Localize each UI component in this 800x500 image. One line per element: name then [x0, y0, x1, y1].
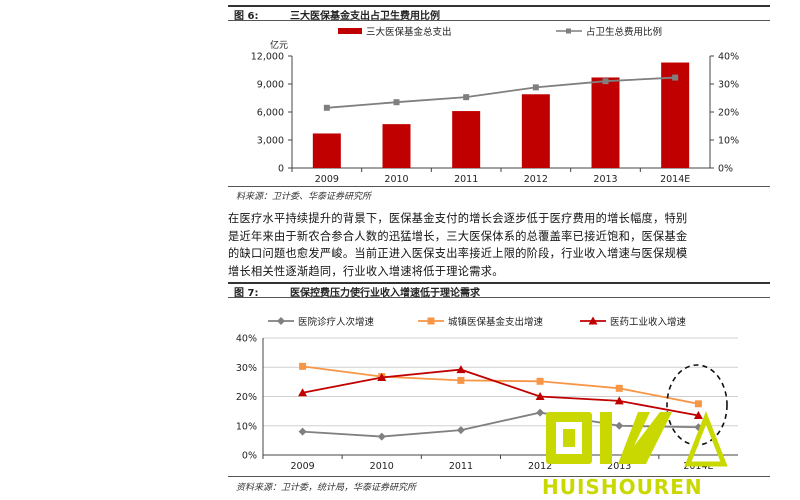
legend-bar-label: 三大医保基金总支出: [366, 26, 452, 38]
share-point: [463, 94, 470, 101]
paragraph-line: 增长相关性逐渐趋同，行业收入增速将低于理论需求。: [228, 264, 504, 278]
x-tick-label: 2010: [370, 461, 394, 472]
y-tick-label: 10%: [236, 421, 257, 432]
legend-visits-label: 医院诊疗人次增速: [298, 316, 375, 328]
figure6-title: 三大医保基金支出占卫生费用比例: [290, 11, 440, 22]
x-tick-label: 2009: [315, 174, 339, 185]
left-tick-label: 0: [278, 164, 284, 175]
figure6-bottom-rule: [228, 186, 770, 187]
x-tick-label: 2013: [593, 174, 617, 185]
revenue-point: [535, 392, 545, 400]
paragraph-line: 是近年来由于新农合参合人数的迅猛增长，三大医保体系的总覆盖率已接近饱和，医保基金: [228, 229, 688, 243]
revenue-point: [614, 396, 624, 405]
paragraph-line: 的缺口问题也愈发严峻。当前正进入医保支出率接近上限的阶段，行业收入增速与医保规模: [228, 247, 688, 260]
x-tick-label: 2014E: [660, 174, 690, 185]
visits-point: [536, 408, 545, 417]
watermark-symbol-icon: [546, 411, 728, 467]
fund-point: [299, 362, 307, 370]
x-tick-label: 2011: [449, 461, 473, 472]
legend-fund-label: 城镇医保基金支出增速: [448, 316, 544, 328]
figure7-top-rule: [228, 282, 770, 284]
visits-series-line: [302, 411, 699, 438]
fund-point: [694, 400, 702, 408]
visits-point: [298, 427, 307, 436]
revenue-point: [298, 388, 308, 397]
x-tick-label: 2012: [528, 461, 552, 472]
y-tick-label: 0%: [242, 451, 257, 462]
left-tick-label: 6,000: [257, 108, 284, 119]
fund-series-line: [302, 365, 699, 405]
share-point: [532, 84, 539, 91]
body-paragraph: 在医疗水平持续提升的背景下，医保基金支付的增长会逐步低于医疗费用的增长幅度，特别…: [228, 210, 770, 280]
x-tick-label: 2009: [290, 461, 314, 472]
revenue-point: [377, 372, 387, 381]
visits-point: [456, 426, 465, 435]
x-tick-label: 2012: [524, 174, 548, 185]
figure6-header-rule: [228, 20, 770, 21]
legend-line-marker: [566, 28, 571, 34]
revenue-series-line: [302, 368, 699, 417]
figure6-source: 料来源：卫计委、华泰证券研究所: [236, 192, 372, 202]
figure7-header-rule: [228, 297, 770, 298]
y-tick-label: 20%: [236, 392, 257, 403]
legend-fund-marker: [427, 317, 435, 325]
left-tick-label: 12,000: [251, 52, 284, 63]
bar-expenditure: [591, 77, 620, 168]
share-point: [393, 99, 400, 106]
share-series-line: [326, 76, 676, 109]
x-tick-label: 2011: [454, 174, 478, 185]
bar-expenditure: [452, 111, 481, 168]
right-tick-label: 0%: [718, 164, 733, 175]
paragraph-line: 在医疗水平持续提升的背景下，医保基金支付的增长会逐步低于医疗费用的增长幅度，特别: [228, 212, 688, 225]
right-tick-label: 20%: [718, 108, 739, 119]
share-point: [672, 74, 679, 81]
left-tick-label: 3,000: [257, 136, 284, 147]
x-tick-label: 2013: [607, 461, 631, 472]
bar-expenditure: [521, 94, 550, 168]
watermark-text: HUISHOUREN: [542, 475, 703, 499]
revenue-point: [456, 365, 466, 374]
figure7-bottom-rule: [228, 476, 770, 477]
fund-point: [457, 376, 465, 384]
y-tick-label: 40%: [236, 334, 257, 345]
figure7-title: 医保控费压力使行业收入增速低于理论需求: [290, 288, 480, 299]
figure6-top-rule: [228, 5, 770, 7]
left-axis-unit: 亿元: [270, 39, 288, 51]
visits-point: [615, 421, 624, 430]
visits-point: [377, 432, 386, 441]
right-tick-label: 30%: [718, 80, 739, 91]
figure6-number: 图 6:: [234, 11, 259, 22]
revenue-point: [693, 411, 703, 420]
legend-bar-swatch: [338, 28, 362, 34]
fund-point: [615, 384, 623, 392]
figure7-source: 资料来源：卫计委，统计局，华泰证券研究所: [236, 483, 417, 493]
figure7-number: 图 7:: [234, 288, 259, 299]
figure6-header: 图 6: 三大医保基金支出占卫生费用比例: [228, 6, 770, 22]
y-tick-label: 30%: [236, 363, 257, 374]
right-tick-label: 10%: [718, 136, 739, 147]
figure7-header: 图 7: 医保控费压力使行业收入增速低于理论需求: [228, 283, 770, 299]
right-tick-label: 40%: [718, 52, 739, 63]
bar-expenditure: [312, 133, 341, 168]
watermark-logo: HUISHOUREN: [542, 411, 728, 499]
fund-point: [536, 377, 544, 385]
x-tick-label: 2010: [384, 174, 408, 185]
share-point: [323, 104, 330, 111]
bar-expenditure: [382, 124, 411, 168]
share-point: [602, 78, 609, 85]
legend-line-label: 占卫生总费用比例: [586, 26, 662, 38]
legend-revenue-label: 医药工业收入增速: [610, 316, 687, 328]
legend-visits-marker: [277, 317, 285, 325]
legend-revenue-marker: [588, 316, 598, 325]
left-tick-label: 9,000: [257, 80, 284, 91]
